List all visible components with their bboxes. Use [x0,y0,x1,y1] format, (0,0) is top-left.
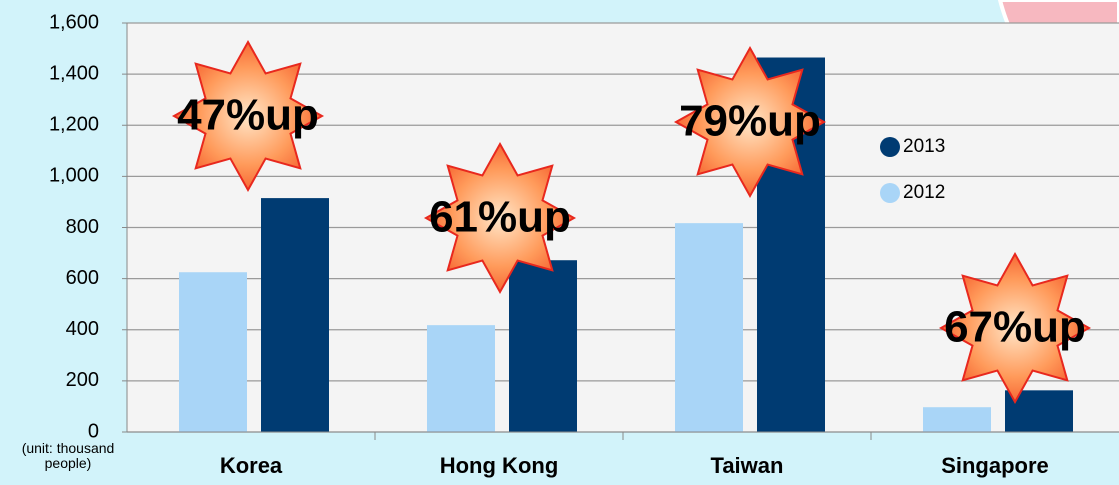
legend-swatch [880,183,900,203]
starburst [673,45,827,199]
y-tick-label: 1,400 [49,62,99,84]
legend-swatch [880,137,900,157]
annotation: 61%up [429,193,571,242]
y-tick-label: 600 [66,267,99,289]
x-tick-label: Singapore [941,453,1049,478]
x-tick-label: Hong Kong [440,453,559,478]
legend-label: 2012 [903,182,945,203]
bar [179,272,247,432]
annotation: 79%up [679,97,821,146]
x-tick-label: Taiwan [711,453,784,478]
bar [675,223,743,432]
y-tick-label: 0 [88,420,99,442]
starburst [938,251,1092,405]
y-tick-label: 1,600 [49,11,99,33]
starburst [171,39,325,193]
legend-label: 2013 [903,136,945,157]
unit-label: (unit: thousand people) [22,440,115,471]
x-tick-label: Korea [220,453,283,478]
bar [509,260,577,432]
annotation: 47%up [177,91,319,140]
bar [261,198,329,432]
y-tick-label: 1,000 [49,165,99,187]
starburst [423,141,577,295]
y-tick-label: 1,200 [49,114,99,136]
y-tick-label: 200 [66,369,99,391]
annotation: 67%up [944,303,1086,352]
y-tick-label: 800 [66,216,99,238]
y-tick-label: 400 [66,318,99,340]
bar [427,325,495,432]
bar [923,407,991,432]
